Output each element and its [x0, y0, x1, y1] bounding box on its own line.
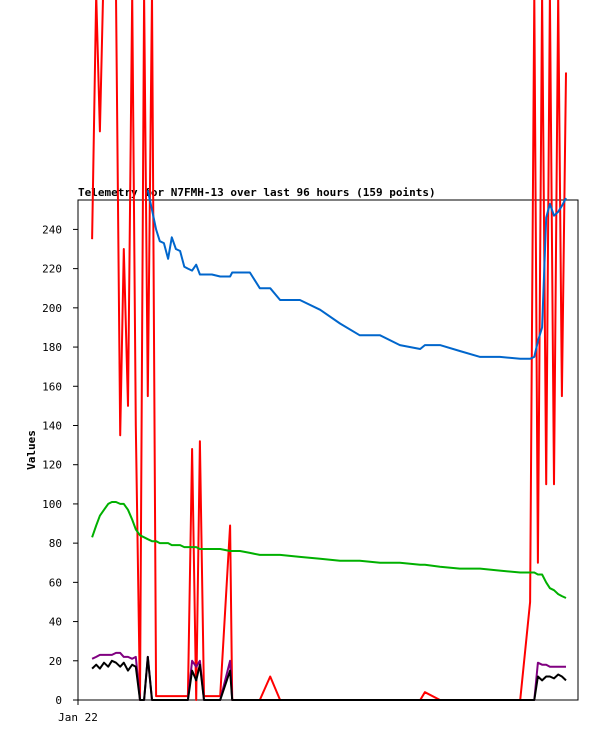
series-line [146, 189, 567, 360]
y-tick-label: 60 [49, 576, 62, 589]
series-line [91, 651, 566, 701]
y-tick-label: 180 [42, 341, 62, 354]
y-tick-label: 80 [49, 537, 62, 550]
y-tick-label: 200 [42, 302, 62, 315]
x-tick-label: Jan 22 [58, 711, 98, 724]
y-tick-label: 100 [42, 498, 62, 511]
chart-title: Telemetry for N7FMH-13 over last 96 hour… [78, 186, 436, 199]
y-tick-label: 0 [55, 694, 62, 707]
y-axis-label: Values [25, 430, 38, 470]
series-line [91, 655, 567, 701]
y-tick-label: 220 [42, 263, 62, 276]
y-tick-label: 240 [42, 223, 62, 236]
series-line [91, 501, 567, 599]
y-tick-label: 120 [42, 459, 62, 472]
series-line [91, 0, 567, 701]
y-tick-label: 20 [49, 655, 62, 668]
y-tick-label: 40 [49, 616, 62, 629]
y-tick-label: 160 [42, 380, 62, 393]
y-tick-label: 140 [42, 419, 62, 432]
